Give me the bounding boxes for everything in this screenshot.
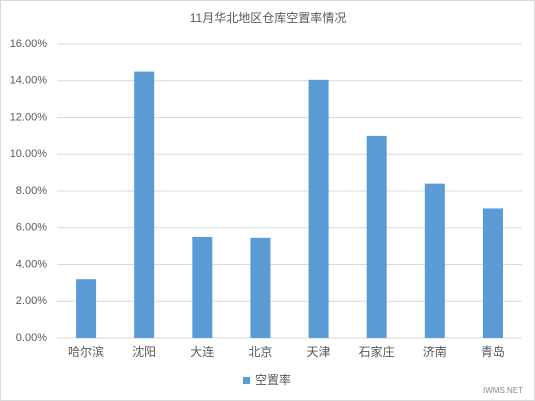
x-tick-label: 济南 [423,344,447,359]
x-tick-label: 哈尔滨 [68,344,104,359]
legend-swatch [243,377,250,384]
y-tick-label: 16.00% [10,38,48,50]
y-tick-label: 0.00% [16,332,47,344]
x-tick-label: 北京 [248,345,272,359]
bar [192,236,213,338]
bar [76,279,97,338]
y-tick-label: 2.00% [16,295,47,307]
bar [424,183,445,338]
chart-title: 11月华北地区仓库空置率情况 [190,10,346,25]
bar [134,71,155,338]
x-tick-label: 沈阳 [132,344,156,359]
x-tick-label: 大连 [190,344,214,359]
y-tick-label: 14.00% [10,75,48,87]
legend-label: 空置率 [255,372,291,387]
y-tick-label: 4.00% [16,258,47,270]
watermark: IWMS.NET [483,386,523,395]
x-tick-label: 青岛 [481,344,505,359]
y-tick-label: 12.00% [10,111,48,123]
bar [308,79,329,339]
bar [482,208,503,338]
x-tick-label: 石家庄 [359,344,395,359]
bar [250,237,271,338]
bar [366,135,387,338]
x-tick-label: 天津 [307,345,331,359]
y-tick-label: 8.00% [16,185,47,197]
y-tick-label: 10.00% [10,148,48,160]
y-tick-label: 6.00% [16,222,47,234]
